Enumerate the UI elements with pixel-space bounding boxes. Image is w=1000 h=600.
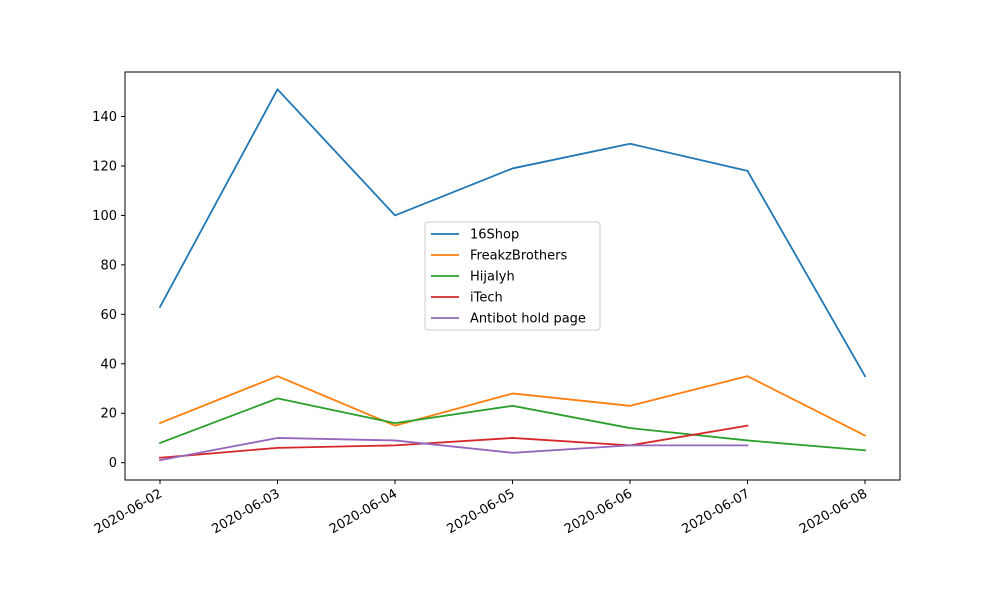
legend-label-3: iTech (470, 291, 503, 306)
y-tick-label-5: 100 (92, 209, 117, 224)
y-tick-label-0: 0 (109, 456, 117, 471)
legend: 16Shop FreakzBrothers HijaIyh iTech Antibot … (424, 221, 601, 331)
series-line-0 (158, 88, 867, 378)
series-layer (158, 88, 867, 462)
x-tick-label-3: 2020-06-05 (445, 486, 518, 537)
x-tick-label-1: 2020-06-03 (210, 486, 283, 537)
y-tick-label-2: 40 (100, 357, 117, 372)
y-tick-label-7: 140 (92, 110, 117, 125)
series-line-4 (158, 437, 749, 462)
x-tick-label-2: 2020-06-04 (327, 486, 400, 537)
y-tick-label-6: 120 (92, 159, 117, 174)
y-tick-label-4: 80 (100, 258, 117, 273)
legend-label-1: FreakzBrothers (470, 249, 568, 264)
x-tick-label-5: 2020-06-07 (680, 486, 753, 537)
series-line-2 (158, 397, 866, 452)
legend-label-0: 16Shop (470, 228, 519, 243)
y-tick-label-3: 60 (100, 308, 117, 323)
series-line-3 (159, 424, 749, 459)
legend-box (424, 221, 601, 331)
x-tick-label-6: 2020-06-08 (797, 486, 870, 537)
legend-label-2: HijaIyh (470, 270, 515, 285)
x-axis: 2020-06-02 2020-06-03 2020-06-04 2020-06-05… (92, 480, 870, 537)
y-tick-label-1: 20 (100, 407, 117, 422)
x-tick-label-4: 2020-06-06 (562, 486, 635, 537)
series-line-1 (158, 375, 867, 437)
x-tick-label-0: 2020-06-02 (92, 486, 165, 537)
legend-label-4: Antibot hold page (470, 312, 586, 327)
y-axis: 0 20 40 60 80 100 120 140 (92, 110, 125, 471)
